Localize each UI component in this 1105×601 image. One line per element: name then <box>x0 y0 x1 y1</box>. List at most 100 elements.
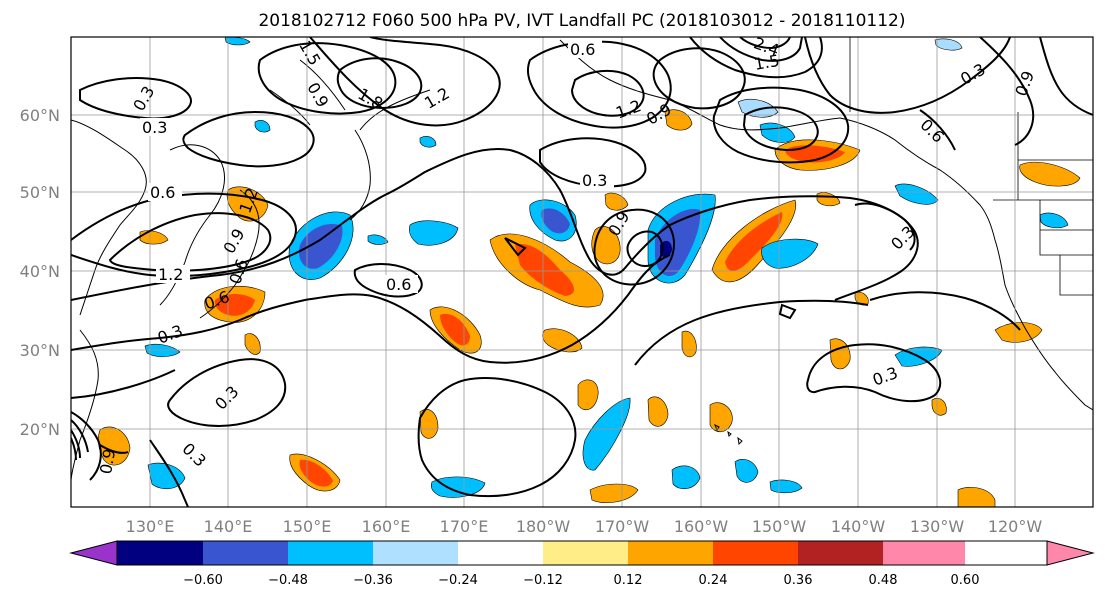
colorbar-segment <box>965 541 1047 565</box>
lon-label-170e: 170°E <box>440 517 489 536</box>
negative-anomaly-blob <box>759 122 796 143</box>
lon-label-160e: 160°E <box>362 517 411 536</box>
lat-label-40n: 40°N <box>20 262 60 281</box>
positive-anomaly-core <box>299 459 333 487</box>
pv-contour-line <box>149 439 189 507</box>
lon-label-150w: 150°W <box>752 517 807 536</box>
colorbar-tick-label: −0.60 <box>183 573 223 588</box>
political-borders <box>849 37 1093 296</box>
colorbar-tick-label: −0.36 <box>353 573 393 588</box>
pv-contour-line <box>71 358 287 427</box>
contour-label: 0.3 <box>582 171 607 190</box>
pv-contour-line <box>719 37 803 62</box>
negative-anomaly-blob <box>144 343 181 357</box>
colorbar: −0.60 −0.48 −0.36 −0.24 −0.12 0.12 0.24 … <box>69 540 1095 588</box>
negative-anomaly-blob <box>894 183 939 205</box>
colorbar-tick-label: −0.12 <box>523 573 563 588</box>
pv-contour-line <box>689 37 823 79</box>
contour-label-bg <box>580 171 614 189</box>
negative-anomaly-blob <box>934 38 963 51</box>
lat-label-50n: 50°N <box>20 183 60 202</box>
negative-anomaly-core <box>655 209 701 276</box>
contour-label: 0.6 <box>150 183 175 202</box>
negative-anomaly-blob <box>367 234 389 245</box>
positive-anomaly-blob <box>591 226 621 265</box>
positive-anomaly-core <box>440 313 470 346</box>
colorbar-tick-label: −0.48 <box>268 573 308 588</box>
positive-anomaly-core <box>214 294 255 316</box>
alaska-coastline <box>559 39 841 131</box>
negative-anomaly-blob <box>734 459 759 483</box>
colorbar-tick-label: 0.24 <box>699 573 728 588</box>
contour-label-bg <box>156 265 190 283</box>
pv-contour-line <box>739 37 791 50</box>
colorbar-segment <box>117 541 203 565</box>
negative-anomaly-blob <box>254 120 271 133</box>
colorbar-right-extension <box>1046 540 1095 566</box>
lat-label-60n: 60°N <box>20 106 60 125</box>
negative-anomaly-blob <box>769 479 803 494</box>
asia-coastline <box>71 119 260 481</box>
positive-anomaly-blob <box>244 333 261 355</box>
colorbar-segment <box>458 541 543 565</box>
pv-contour-line <box>309 37 501 127</box>
colorbar-segment <box>288 541 373 565</box>
contour-label: 0.9 <box>96 447 119 475</box>
colorbar-segment <box>628 541 713 565</box>
pv-contour-line <box>593 208 675 286</box>
colorbar-segment <box>883 541 965 565</box>
positive-anomaly-blob <box>577 379 599 411</box>
pv-contour-line <box>182 110 315 168</box>
contour-label: 0.6 <box>386 275 411 294</box>
pv-contour-line <box>804 37 1011 114</box>
pv-contour-line <box>504 237 527 257</box>
colorbar-segment <box>543 541 628 565</box>
positive-anomaly-blob <box>647 396 669 427</box>
pv-contour-line <box>869 109 1021 331</box>
contour-label-bg <box>148 183 182 201</box>
pv-contours <box>71 37 1093 507</box>
contour-label: 1.5 <box>753 51 781 74</box>
negative-anomaly-blob <box>419 136 437 148</box>
lon-label-130w: 130°W <box>910 517 965 536</box>
contour-label: 0.6 <box>570 40 595 59</box>
map-frame <box>70 36 1094 508</box>
shaded-anomalies <box>98 37 1081 507</box>
pv-contour-line <box>336 57 423 110</box>
colorbar-tick-label: 0.60 <box>951 573 980 588</box>
state-borders <box>1039 200 1093 296</box>
pv-contour-line <box>570 69 645 117</box>
contour-label-bg <box>140 118 174 136</box>
contour-label: 0.3 <box>142 118 167 137</box>
colorbar-tick-label: 0.48 <box>869 573 898 588</box>
lat-label-20n: 20°N <box>20 420 60 439</box>
pv-contour-line <box>712 86 850 164</box>
colorbar-segment <box>203 541 288 565</box>
pv-contour-line <box>257 42 397 115</box>
colorbar-segment <box>713 541 798 565</box>
positive-anomaly-blob <box>1019 162 1081 187</box>
pv-contour-line <box>854 202 916 251</box>
lat-label-30n: 30°N <box>20 341 60 360</box>
positive-anomaly-blob <box>419 409 439 439</box>
negative-anomaly-blob <box>1039 212 1069 229</box>
positive-anomaly-core <box>515 244 575 296</box>
colorbar-ticks: −0.60 −0.48 −0.36 −0.24 −0.12 0.12 0.24 … <box>183 573 979 588</box>
pv-contour-line <box>71 411 129 481</box>
lon-label-160w: 160°W <box>674 517 729 536</box>
pv-contour-line <box>526 40 672 129</box>
colorbar-tick-label: 0.36 <box>784 573 813 588</box>
contour-label: 1.2 <box>158 265 183 284</box>
positive-anomaly-blob <box>957 487 996 507</box>
colorbar-segment <box>798 541 883 565</box>
lon-label-120w: 120°W <box>988 517 1043 536</box>
pv-contour-line <box>108 212 272 272</box>
pv-contour-line <box>1039 37 1093 116</box>
negative-anomaly-blob <box>408 220 459 246</box>
pv-contour-line <box>626 230 664 267</box>
colorbar-tick-label: 0.12 <box>614 573 643 588</box>
positive-anomaly-blob <box>589 483 639 503</box>
pv-contour-line <box>79 77 192 120</box>
pv-contour-line <box>652 47 746 110</box>
